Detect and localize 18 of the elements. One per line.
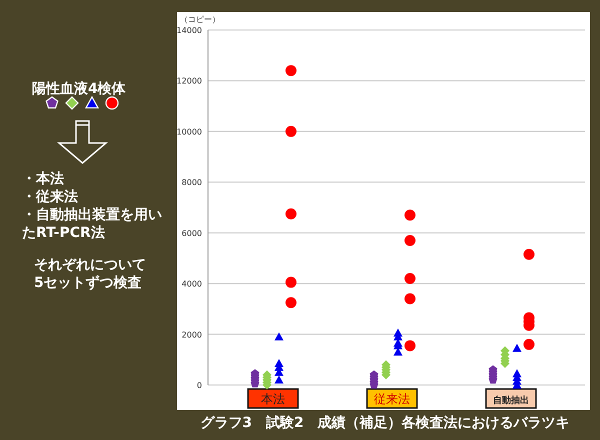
text: ・従来法 — [22, 188, 79, 206]
y-tick-label: 2000 — [182, 330, 202, 340]
text: ・本法 — [22, 170, 65, 188]
x-tick-label: 本法 — [261, 392, 285, 406]
y-tick-label: 4000 — [182, 280, 202, 289]
y-tick-label: 10000 — [176, 127, 202, 136]
text: ・自動抽出装置を用いたRT-PCR法 — [22, 206, 163, 242]
y-tick-label: 6000 — [182, 228, 202, 238]
y-tick-label: 14000 — [176, 26, 202, 35]
text: それぞれについて5セットずつ検査 — [34, 256, 147, 292]
x-tick-label: 従来法 — [374, 392, 410, 406]
text: 陽性血液4検体 — [32, 80, 127, 98]
text: グラフ3 試験2 成績（補足）各検査法におけるバラツキ — [199, 414, 571, 432]
y-tick-label: 12000 — [176, 76, 202, 86]
y-tick-label: 8000 — [182, 178, 202, 188]
x-tick-label: 自動抽出 — [493, 395, 529, 406]
y-axis-title: （コピー） — [180, 15, 220, 24]
y-tick-label: 0 — [196, 381, 202, 390]
